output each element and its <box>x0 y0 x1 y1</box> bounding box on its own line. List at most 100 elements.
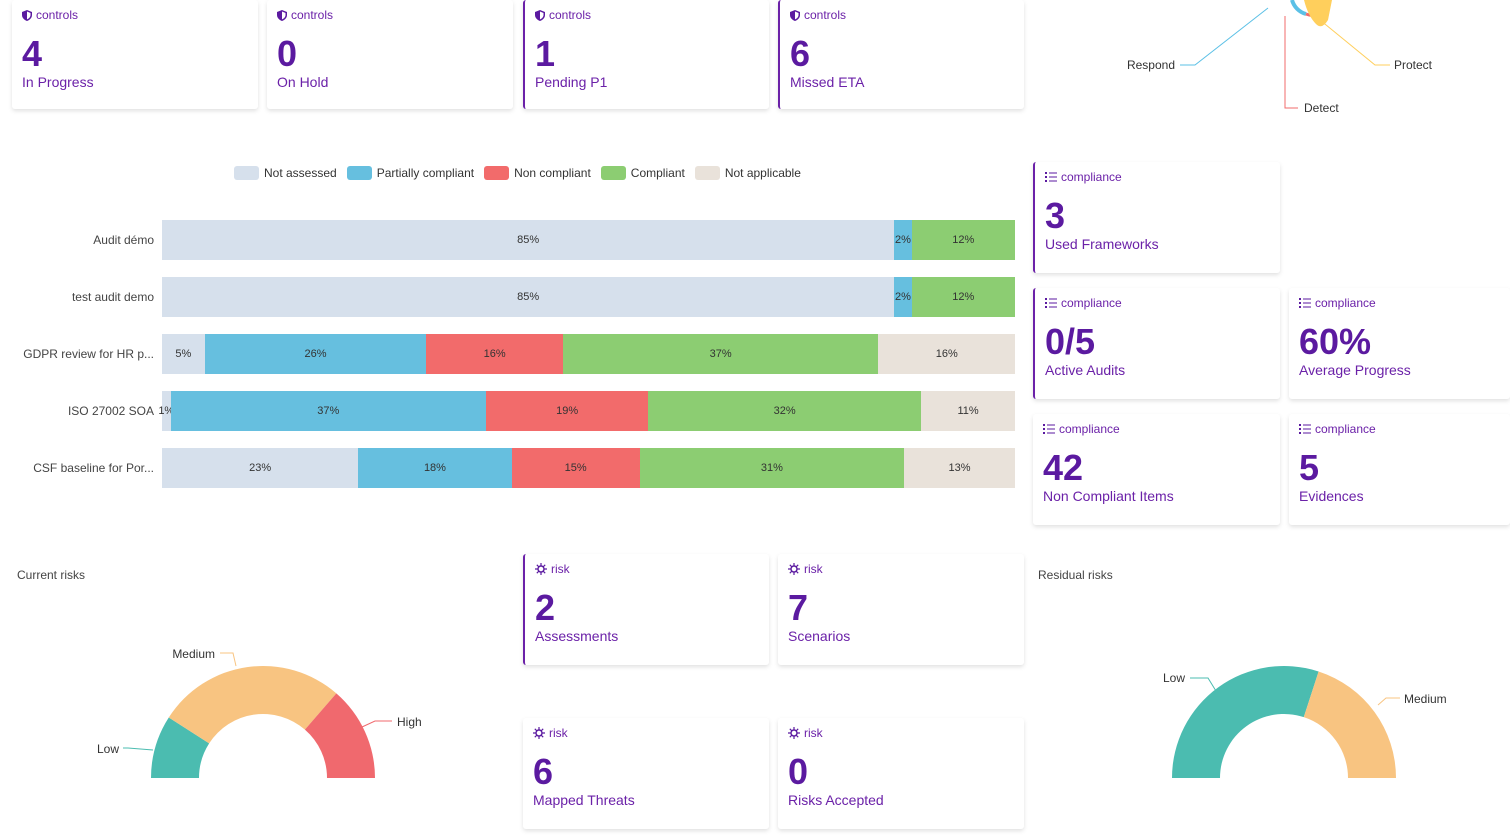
legend-swatch <box>346 166 372 180</box>
bar-segment[interactable]: 85% <box>162 220 895 260</box>
bar-row-label: test audit demo <box>71 290 154 304</box>
medium-slice[interactable] <box>168 666 337 744</box>
compliance-card-evidences[interactable]: compliance 5 Evidences <box>1289 414 1510 525</box>
bar-segment[interactable]: 11% <box>921 391 1015 431</box>
card-label: Average Progress <box>1299 362 1411 378</box>
card-label: On Hold <box>277 74 329 90</box>
bar-segment[interactable]: 12% <box>911 277 1015 317</box>
legend-item[interactable]: Not applicable <box>694 166 801 180</box>
protect-line <box>1319 19 1390 66</box>
legend-item[interactable]: Non compliant <box>484 166 591 180</box>
controls-card-on-hold[interactable]: controls 0 On Hold <box>267 0 513 109</box>
card-tag: compliance <box>1315 422 1376 436</box>
bar-segment[interactable]: 37% <box>562 334 879 374</box>
bar-row-label: GDPR review for HR p... <box>23 347 154 361</box>
risk-card-risks-accepted[interactable]: risk 0 Risks Accepted <box>778 718 1024 829</box>
virus-icon <box>788 727 800 739</box>
bar-row-label: Audit démo <box>93 233 154 247</box>
bar-segment[interactable]: 16% <box>878 334 1015 374</box>
high-label: High <box>397 715 422 729</box>
controls-card-in-progress[interactable]: controls 4 In Progress <box>12 0 258 109</box>
shield-icon <box>535 9 545 21</box>
controls-card-pending-p1[interactable]: controls 1 Pending P1 <box>523 0 769 109</box>
bar-row: CSF baseline for Por... 23% 18% 15% 31% 13% <box>0 448 1015 488</box>
card-label: Used Frameworks <box>1045 236 1159 252</box>
low-label: Low <box>97 742 119 756</box>
current-risks-title: Current risks <box>17 568 86 582</box>
compliance-card-active-audits[interactable]: compliance 0/5 Active Audits <box>1033 288 1280 399</box>
card-value: 60% <box>1299 321 1372 362</box>
bar-segment[interactable]: 26% <box>204 334 427 374</box>
legend-item[interactable]: Not assessed <box>234 166 337 180</box>
bar-segment[interactable]: 5% <box>162 334 205 374</box>
legend-swatch <box>484 166 510 180</box>
card-tag: risk <box>804 562 823 576</box>
bar-segment[interactable]: 85% <box>162 277 895 317</box>
high-leader-line <box>361 720 392 728</box>
risk-card-mapped-threats[interactable]: risk 6 Mapped Threats <box>523 718 769 829</box>
bar-segment[interactable]: 13% <box>904 448 1015 488</box>
bar-segment[interactable]: 16% <box>426 334 563 374</box>
virus-icon <box>533 727 545 739</box>
bar-segment[interactable]: 31% <box>639 448 905 488</box>
medium-slice[interactable] <box>1303 671 1396 778</box>
bar-row: ISO 27002 SOA 1% 37% 19% 32% 11% <box>0 391 1015 431</box>
bar-segment[interactable]: 37% <box>170 391 487 431</box>
legend-item[interactable]: Partially compliant <box>346 166 474 180</box>
bar-segment[interactable]: 2% <box>894 220 912 260</box>
controls-card-missed-eta[interactable]: controls 6 Missed ETA <box>778 0 1024 109</box>
residual-risks-chart: Low Medium <box>1163 666 1447 778</box>
card-value: 1 <box>535 33 556 74</box>
card-value: 42 <box>1043 447 1084 488</box>
card-label: Assessments <box>535 628 619 644</box>
bar-row-label: CSF baseline for Por... <box>33 461 154 475</box>
current-risks-chart: Low Medium High <box>97 647 422 778</box>
low-leader-line <box>123 747 154 751</box>
chart-legend: Not assessed Partially compliant Non com… <box>234 166 801 180</box>
legend-label: Non compliant <box>514 166 591 180</box>
compliance-card-non-compliant-items[interactable]: compliance 42 Non Compliant Items <box>1033 414 1280 525</box>
card-label: Risks Accepted <box>788 792 884 808</box>
detect-line <box>1284 16 1298 109</box>
list-check-icon <box>1045 298 1057 308</box>
respond-label: Respond <box>1127 58 1175 72</box>
list-check-icon <box>1299 424 1311 434</box>
card-label: Mapped Threats <box>533 792 635 808</box>
list-check-icon <box>1299 298 1311 308</box>
compliance-card-used-frameworks[interactable]: compliance 3 Used Frameworks <box>1033 162 1280 273</box>
card-label: Active Audits <box>1045 362 1126 378</box>
bar-segment[interactable]: 18% <box>358 448 512 488</box>
card-label: Pending P1 <box>535 74 608 90</box>
bar-segment[interactable]: 19% <box>486 391 649 431</box>
bar-row-label: ISO 27002 SOA <box>67 404 154 418</box>
low-slice[interactable] <box>1172 666 1319 778</box>
risk-card-assessments[interactable]: risk 2 Assessments <box>523 554 769 665</box>
card-tag: controls <box>804 8 847 22</box>
bar-segment[interactable]: 1% <box>158 391 174 431</box>
bar-segment[interactable]: 15% <box>511 448 640 488</box>
high-slice[interactable] <box>304 693 375 778</box>
medium-label: Medium <box>172 647 215 661</box>
bar-segment[interactable]: 2% <box>894 277 912 317</box>
bar-segment[interactable]: 23% <box>162 448 359 488</box>
card-tag: controls <box>291 8 334 22</box>
bar-segment[interactable]: 32% <box>648 391 922 431</box>
bar-row: GDPR review for HR p... 5% 26% 16% 37% 16% <box>0 334 1015 374</box>
virus-icon <box>788 563 800 575</box>
risk-card-scenarios[interactable]: risk 7 Scenarios <box>778 554 1024 665</box>
card-label: Non Compliant Items <box>1043 488 1174 504</box>
compliance-card-average-progress[interactable]: compliance 60% Average Progress <box>1289 288 1510 399</box>
low-slice[interactable] <box>151 717 210 778</box>
bar-segment[interactable]: 12% <box>911 220 1015 260</box>
legend-item[interactable]: Compliant <box>600 166 685 180</box>
card-label: In Progress <box>22 74 94 90</box>
virus-icon <box>535 563 547 575</box>
low-label: Low <box>1163 671 1185 685</box>
bar-track: 1% 37% 19% 32% 11% <box>158 391 1015 431</box>
card-value: 0 <box>788 751 809 792</box>
bar-row: test audit demo 85% 2% 12% <box>0 277 1015 317</box>
card-value: 0 <box>277 33 298 74</box>
card-value: 5 <box>1299 447 1320 488</box>
card-tag: risk <box>551 562 570 576</box>
legend-swatch <box>600 166 626 180</box>
